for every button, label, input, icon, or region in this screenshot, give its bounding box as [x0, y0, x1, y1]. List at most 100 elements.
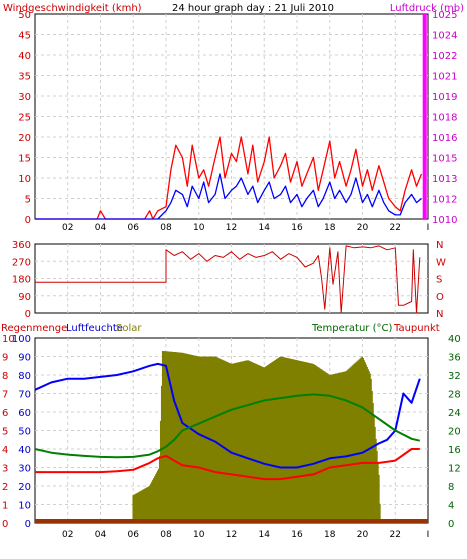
rain-tick-label: 9: [2, 353, 8, 364]
x-tick-label: 20: [357, 223, 369, 233]
x-tick-label: 02: [62, 530, 73, 540]
rain-humidity-solar-temperature-panel: 0123456789100102030405060708090100048121…: [2, 334, 461, 540]
solar-bars: [132, 350, 381, 523]
temperature-label: Temperatur (°C): [311, 323, 392, 334]
x-tick-label: 06: [128, 530, 140, 540]
temperature-tick-label: 12: [448, 464, 461, 475]
x-tick-label: 04: [95, 530, 107, 540]
x-tick-label: 22: [390, 223, 401, 233]
x-tick-label: 08: [160, 223, 172, 233]
x-tick-label: 10: [193, 223, 205, 233]
humidity-tick-label: 60: [18, 408, 31, 419]
y-tick-label-right: 1025: [432, 10, 457, 21]
rain-tick-label: 4: [2, 445, 8, 456]
y-tick-label-right: 1013: [432, 174, 457, 185]
rain-tick-label: 8: [2, 371, 8, 382]
rain-tick-label: 1: [2, 501, 8, 512]
x-tick-label: I: [427, 530, 430, 540]
x-tick-label: 06: [128, 223, 140, 233]
y-tick-label-right: 1019: [432, 92, 457, 103]
humidity-tick-label: 70: [18, 390, 31, 401]
y-tick-label-right: S: [436, 275, 442, 286]
temperature-tick-label: 32: [448, 371, 461, 382]
x-tick-label: 14: [259, 223, 271, 233]
y-tick-label-right: 1012: [432, 195, 457, 206]
y-tick-label-left: 5: [25, 195, 31, 206]
y-tick-label-right: O: [436, 292, 444, 303]
y-tick-label-left: 20: [18, 133, 31, 144]
y-tick-label-left: 180: [12, 275, 31, 286]
x-tick-label: 22: [390, 530, 401, 540]
y-tick-label-left: 50: [18, 10, 31, 21]
x-tick-label: 12: [226, 223, 237, 233]
x-tick-label: 04: [95, 223, 107, 233]
y-tick-label-right: 1021: [432, 72, 457, 83]
plot-area: [34, 243, 429, 314]
rain-tick-label: 10: [2, 334, 15, 345]
wind-direction-line: [35, 245, 421, 314]
temperature-tick-label: 16: [448, 445, 461, 456]
rain-tick-label: 5: [2, 427, 8, 438]
y-tick-label-left: 360: [12, 240, 31, 251]
x-tick-label: 18: [324, 223, 336, 233]
chart-title: 24 hour graph day : 21 Juli 2010: [172, 3, 334, 14]
humidity-tick-label: 20: [18, 482, 31, 493]
temperature-tick-label: 40: [448, 334, 461, 345]
y-tick-label-right: W: [436, 257, 446, 268]
temperature-tick-label: 8: [448, 482, 454, 493]
pressure-label: Luftdruck (mb): [390, 3, 464, 14]
x-tick-label: 16: [291, 530, 303, 540]
temperature-line: [34, 393, 421, 459]
x-tick-label: I: [427, 223, 430, 233]
y-tick-label-right: 1022: [432, 51, 457, 62]
rain-tick-label: 6: [2, 408, 8, 419]
humidity-tick-label: 10: [18, 501, 31, 512]
y-tick-label-right: N: [436, 309, 443, 320]
rain-label: Regenmenge: [1, 323, 67, 334]
humidity-tick-label: 80: [18, 371, 31, 382]
x-tick-label: 12: [226, 530, 237, 540]
rain-tick-label: 2: [2, 482, 8, 493]
y-tick-label-left: 10: [18, 174, 31, 185]
rain-tick-label: 0: [2, 519, 8, 530]
rain-tick-label: 7: [2, 390, 8, 401]
rain-tick-label: 3: [2, 464, 8, 475]
y-tick-label-right: 1015: [432, 154, 457, 165]
humidity-label: Luftfeuchte: [66, 323, 123, 334]
wind-pressure-panel: 0510152025303540455010101012101310151016…: [18, 10, 457, 233]
x-tick-label: 02: [62, 223, 73, 233]
humidity-tick-label: 100: [12, 334, 31, 345]
wind-average-line: [35, 173, 422, 220]
x-tick-label: 20: [357, 530, 369, 540]
humidity-tick-label: 30: [18, 464, 31, 475]
humidity-tick-label: 90: [18, 353, 31, 364]
temperature-tick-label: 36: [448, 353, 461, 364]
humidity-tick-label: 0: [25, 519, 31, 530]
y-tick-label-left: 35: [18, 72, 31, 83]
wind-speed-label: Windgeschwindigkeit (kmh): [3, 3, 142, 14]
solar-label: Solar: [116, 323, 142, 334]
humidity-tick-label: 40: [18, 445, 31, 456]
temperature-tick-label: 20: [448, 427, 461, 438]
wind-gust-line: [35, 136, 423, 220]
y-tick-label-left: 30: [18, 92, 31, 103]
y-tick-label-left: 0: [25, 215, 31, 226]
temperature-tick-label: 28: [448, 390, 461, 401]
humidity-line: [34, 362, 421, 469]
x-tick-label: 16: [291, 223, 303, 233]
y-tick-label-right: 1016: [432, 133, 457, 144]
y-tick-label-left: 90: [18, 292, 31, 303]
x-tick-label: 10: [193, 530, 205, 540]
dewpoint-line: [35, 448, 420, 481]
y-tick-label-right: 1024: [432, 31, 457, 42]
y-tick-label-left: 45: [18, 31, 31, 42]
y-tick-label-left: 40: [18, 51, 31, 62]
y-tick-label-left: 25: [18, 113, 31, 124]
y-tick-label-right: N: [436, 240, 443, 251]
y-tick-label-left: 270: [12, 257, 31, 268]
x-tick-label: 14: [259, 530, 271, 540]
x-tick-label: 08: [160, 530, 172, 540]
humidity-tick-label: 50: [18, 427, 31, 438]
